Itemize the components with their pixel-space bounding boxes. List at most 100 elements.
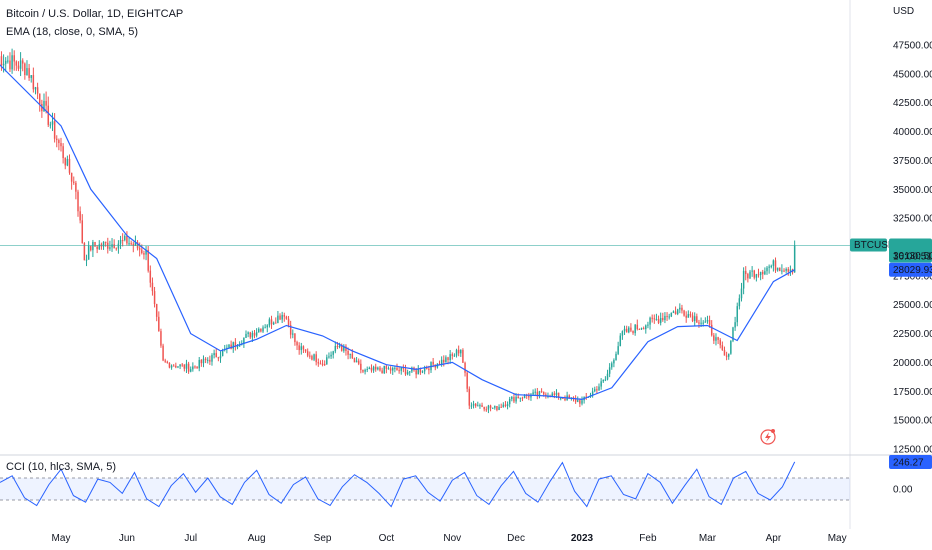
candle-body <box>725 355 728 357</box>
candle-body <box>328 356 330 358</box>
candle-body <box>611 363 613 368</box>
candle-body <box>289 325 292 335</box>
candle-body <box>287 318 290 326</box>
cci-legend[interactable]: CCI (10, hlc3, SMA, 5) <box>6 461 117 473</box>
candle-body <box>177 366 179 368</box>
candle-body <box>64 158 66 166</box>
candle-body <box>713 335 715 341</box>
candle-body <box>428 368 430 371</box>
candle-body <box>2 63 5 66</box>
candle-body <box>600 381 602 387</box>
candle-body <box>764 271 766 275</box>
candle-body <box>615 353 617 361</box>
candle-body <box>338 345 341 348</box>
candle-body <box>300 346 303 351</box>
candle-body <box>372 366 375 371</box>
countdown-tag: 16:00:51 <box>893 251 932 262</box>
candle-body <box>594 389 596 392</box>
candle-body <box>30 75 32 78</box>
time-tick-label: Feb <box>639 533 657 544</box>
candle-body <box>494 406 496 408</box>
candle-body <box>243 337 245 344</box>
candle-body <box>451 354 454 356</box>
candle-body <box>666 315 668 317</box>
candle-body <box>506 404 509 406</box>
candle-body <box>708 319 711 325</box>
price-tick-label: 20000.00 <box>893 358 932 369</box>
candle-body <box>26 68 28 76</box>
candle-body <box>38 93 41 104</box>
candle-body <box>453 355 456 357</box>
candle-body <box>727 353 730 357</box>
candle-body <box>281 315 283 320</box>
candle-body <box>49 124 52 126</box>
candle-body <box>349 353 351 355</box>
candle-body <box>45 101 47 106</box>
candle-body <box>602 379 605 382</box>
candle-body <box>264 327 266 329</box>
time-tick-label: Dec <box>507 533 525 544</box>
candle-body <box>217 357 220 359</box>
candle-body <box>421 371 424 373</box>
candle-body <box>119 240 122 244</box>
candle-body <box>636 324 639 329</box>
candle-body <box>368 367 371 370</box>
price-axis[interactable]: 47500.00 45000.00 42500.00 40000.00 37500.00… <box>893 41 932 496</box>
candle-body <box>762 271 764 275</box>
ema-value-tag-bg <box>889 262 932 277</box>
candle-body <box>753 270 755 278</box>
candle-body <box>374 366 377 370</box>
candle-body <box>715 337 717 341</box>
candle-body <box>532 392 534 395</box>
time-tick-label: Jun <box>119 533 135 544</box>
currency-label: USD <box>893 6 915 17</box>
candle-body <box>736 306 738 323</box>
candle-body <box>640 328 643 330</box>
candle-body <box>747 274 749 279</box>
time-axis[interactable]: May Jun Jul Aug Sep Oct Nov Dec 2023 Feb Mar Apr May <box>52 533 847 544</box>
candle-body <box>183 364 186 369</box>
candle-body <box>187 363 190 372</box>
chart-title[interactable]: Bitcoin / U.S. Dollar, 1D, EIGHTCAP <box>6 8 184 20</box>
ema-legend[interactable]: EMA (18, close, 0, SMA, 5) <box>6 26 139 38</box>
candle-body <box>83 243 86 261</box>
candle-body <box>121 240 124 242</box>
candle-body <box>364 369 366 372</box>
candle-body <box>562 397 564 399</box>
candle-body <box>540 391 543 393</box>
candle-body <box>326 357 328 365</box>
price-tick-label: 27500.00 <box>893 271 932 282</box>
candle-body <box>702 322 704 324</box>
candle-body <box>73 181 75 183</box>
candle-body <box>581 400 583 404</box>
candle-body <box>511 396 513 399</box>
candle-body <box>166 361 169 363</box>
candle-body <box>706 319 709 322</box>
candle-body <box>721 345 724 351</box>
candle-body <box>77 191 79 212</box>
candle-body <box>404 368 407 375</box>
candle-body <box>683 310 685 316</box>
candle-body <box>528 395 530 398</box>
candle-body <box>268 319 271 326</box>
candle-body <box>394 367 396 369</box>
candle-body <box>9 60 11 70</box>
grid-layer <box>0 0 932 529</box>
candle-body <box>787 268 790 272</box>
candle-body <box>604 379 607 381</box>
candle-body <box>568 395 570 399</box>
candle-body <box>228 344 230 348</box>
candle-body <box>657 319 660 323</box>
candle-body <box>17 65 20 69</box>
candle-body <box>115 248 118 250</box>
candle-body <box>11 55 13 70</box>
candle-body <box>542 391 545 395</box>
candle-body <box>489 405 492 408</box>
candle-body <box>577 400 579 402</box>
candle-body <box>285 316 288 319</box>
candle-body <box>651 317 653 319</box>
candle-body <box>642 328 645 330</box>
candle-body <box>0 56 3 66</box>
candle-body <box>538 391 541 396</box>
